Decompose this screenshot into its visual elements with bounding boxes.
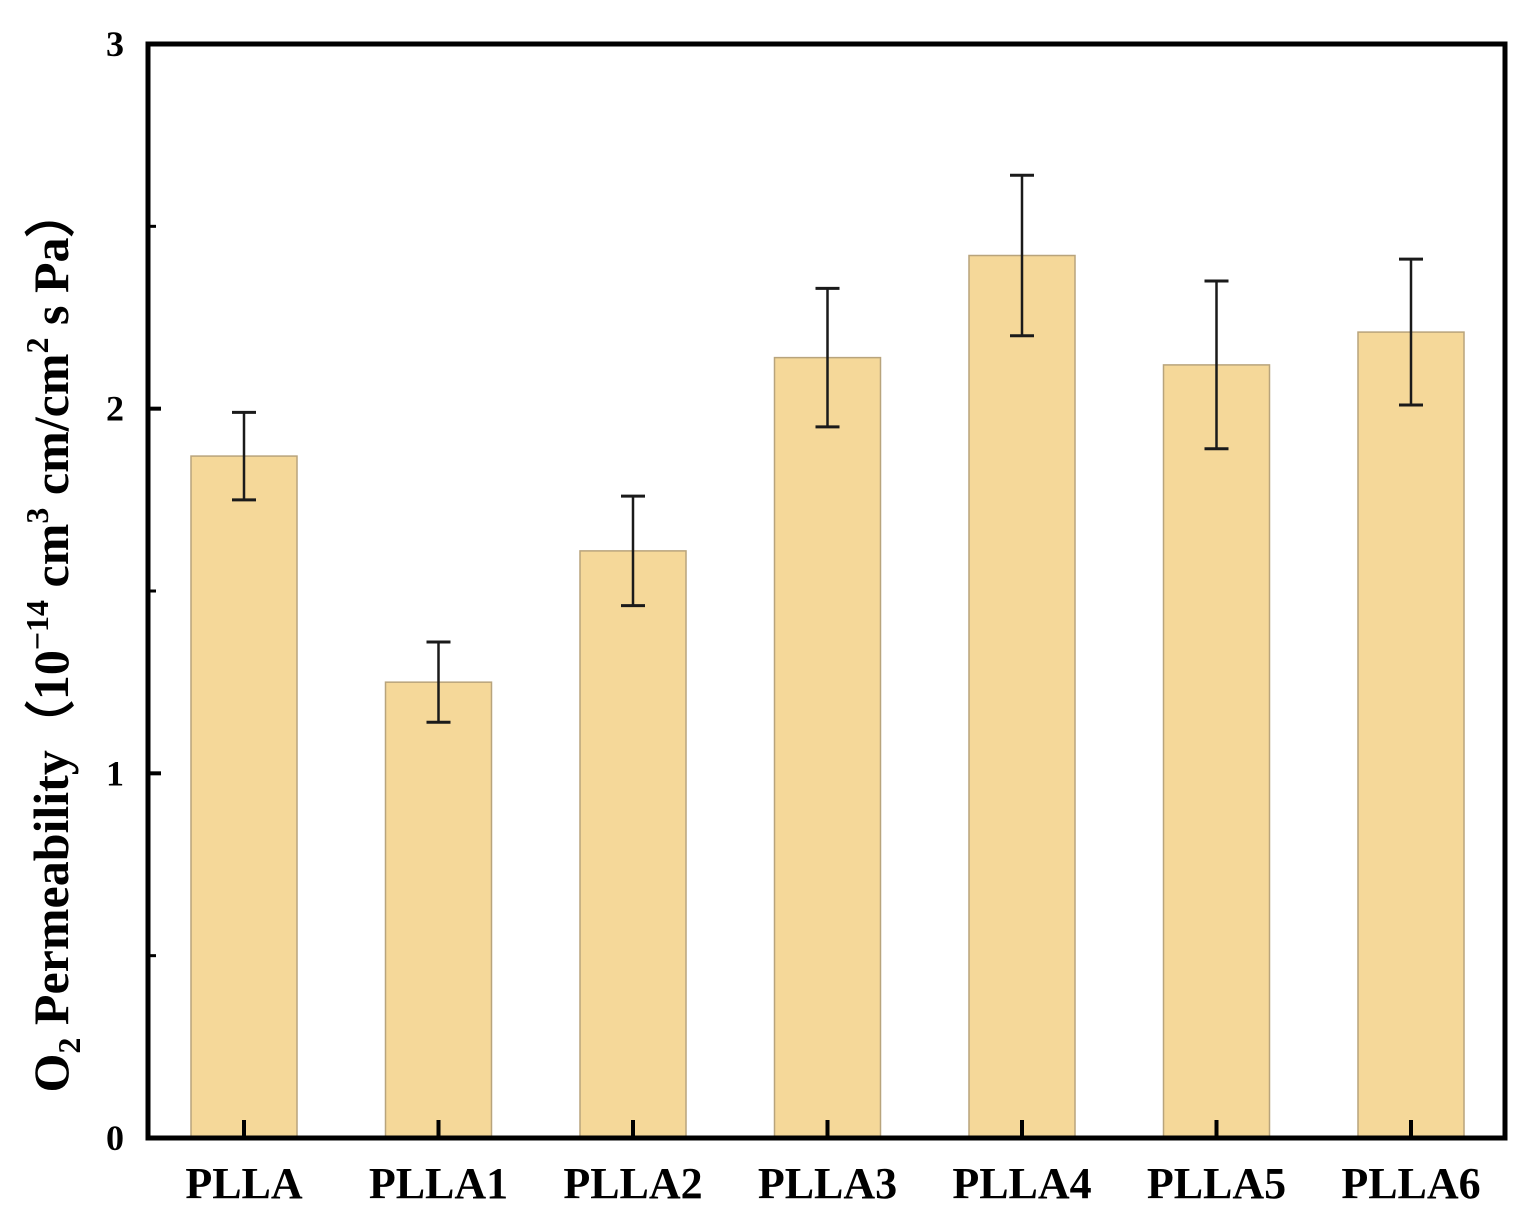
error-bar-plla5 <box>1204 279 1229 451</box>
error-bar-plla4 <box>1010 173 1034 338</box>
y-axis-label-unit-exp1: −14 <box>19 600 55 650</box>
x-tick-label-plla5: PLLA5 <box>1147 1159 1286 1208</box>
axes-layer <box>145 41 1508 1141</box>
x-tick-label-plla2: PLLA2 <box>563 1159 702 1208</box>
y-axis-label: O2 Permeability（10−14 cm3 cm/cm2 s Pa） <box>19 188 87 1093</box>
bar-plla3 <box>773 356 882 1139</box>
bar-plla <box>190 455 298 1139</box>
y-axis-label-unit-part3: cm/cm <box>23 354 79 508</box>
error-bar-plla <box>232 410 256 502</box>
y-axis-label-unit-open: （10 <box>23 650 79 750</box>
y-axis-label-quantity-subscript: 2 <box>51 1038 87 1054</box>
error-bars-layer <box>232 173 1423 724</box>
y-axis-label-unit-exp3: 2 <box>19 338 55 354</box>
y-axis-label-unit-part4: s Pa） <box>23 188 79 338</box>
y-tick-label: 2 <box>106 389 124 429</box>
x-tick-label-plla4: PLLA4 <box>952 1159 1091 1208</box>
y-tick-label: 1 <box>106 753 124 793</box>
x-tick-label-plla3: PLLA3 <box>758 1159 897 1208</box>
y-axis-label-quantity: O <box>23 1054 79 1093</box>
error-bar-plla3 <box>815 286 840 429</box>
x-tick-label-plla6: PLLA6 <box>1341 1159 1480 1208</box>
bar-plla1 <box>384 681 493 1139</box>
x-tick-label-plla1: PLLA1 <box>369 1159 508 1208</box>
error-bar-plla6 <box>1399 257 1423 407</box>
y-axis-label-space <box>23 1025 79 1038</box>
bar-plla2 <box>579 550 687 1139</box>
bar-plla5 <box>1162 364 1271 1139</box>
y-axis-label-name: Permeability <box>23 750 79 1025</box>
y-tick-label: 0 <box>106 1118 124 1158</box>
y-axis-label-unit-part2: cm <box>23 524 79 600</box>
bar-plla4 <box>968 254 1076 1139</box>
labels-layer: 0 1 2 3 PLLA PLLA1 PLLA2 PLLA3 PLLA4 PLLA5 PLLA6 <box>106 24 1481 1208</box>
y-axis-label-unit-exp2: 3 <box>19 508 55 524</box>
bar-plla6 <box>1357 331 1465 1139</box>
x-tick-label-plla: PLLA <box>185 1159 303 1208</box>
error-bar-plla2 <box>621 494 645 608</box>
error-bar-plla1 <box>426 640 451 724</box>
bars-layer <box>190 254 1465 1139</box>
y-tick-label: 3 <box>106 24 124 64</box>
